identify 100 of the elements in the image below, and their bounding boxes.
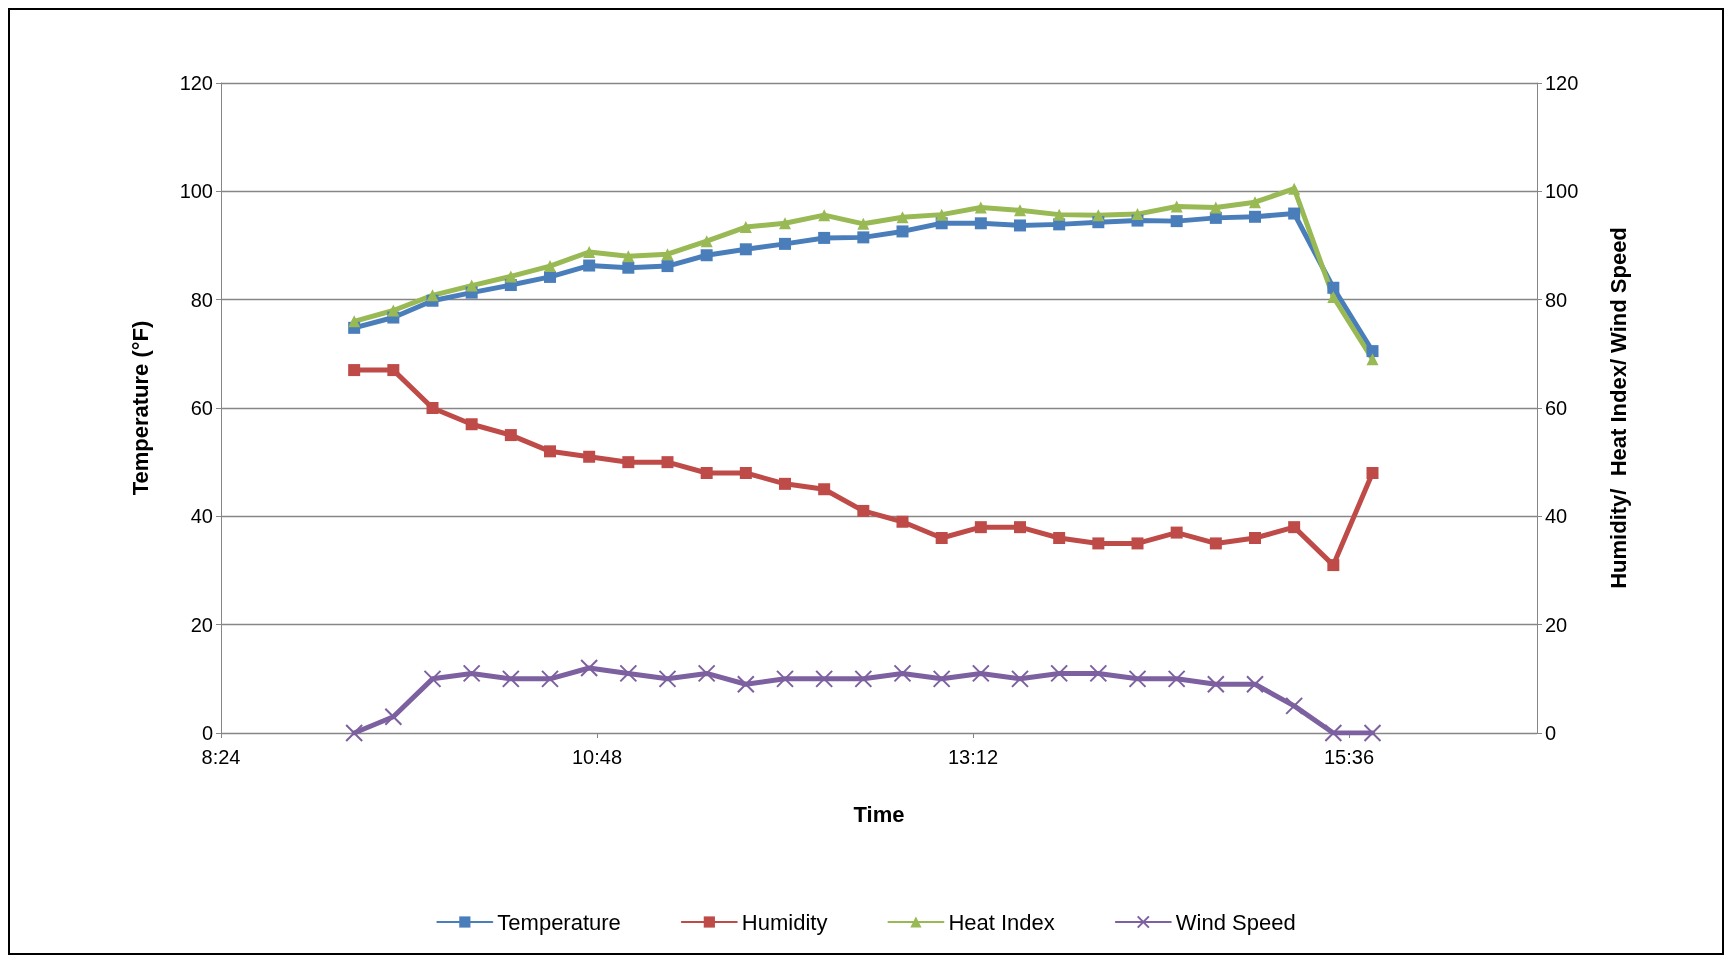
point — [1246, 675, 1264, 694]
point — [348, 315, 361, 328]
point — [1170, 526, 1183, 539]
legend-label: Temperature — [497, 909, 621, 935]
y2-tick-label: 0 — [1545, 722, 1557, 744]
point — [1014, 219, 1026, 232]
point — [1363, 724, 1382, 742]
point — [818, 231, 831, 244]
point — [619, 664, 638, 683]
point — [1288, 207, 1301, 220]
point — [504, 429, 517, 442]
point — [622, 456, 635, 469]
point — [1131, 537, 1144, 550]
point — [779, 477, 791, 490]
point — [426, 402, 439, 414]
point — [818, 483, 831, 496]
point — [1206, 675, 1225, 694]
point — [739, 221, 752, 234]
point — [857, 231, 870, 244]
point — [971, 664, 990, 683]
point — [501, 669, 520, 688]
y-tick-label: 60 — [190, 397, 213, 419]
point — [815, 669, 834, 688]
point — [661, 456, 674, 469]
point — [1053, 208, 1066, 221]
y2-tick-label: 80 — [1545, 288, 1568, 311]
point — [700, 249, 713, 262]
point — [544, 445, 556, 458]
point — [387, 304, 400, 317]
point — [1288, 182, 1301, 195]
point — [1014, 521, 1026, 534]
y-tick-label: 40 — [190, 505, 213, 528]
point — [779, 217, 791, 230]
point — [1014, 204, 1026, 217]
point — [779, 237, 791, 250]
point — [1327, 290, 1340, 303]
x-tick-label: 8:24 — [201, 746, 241, 768]
point — [974, 201, 987, 214]
point — [1170, 200, 1183, 213]
point — [423, 669, 442, 688]
y2-axis-title: Humidity/ Heat Index/ Wind Speed — [1605, 227, 1631, 589]
point — [1131, 208, 1144, 221]
y2-tick-label: 120 — [1545, 72, 1579, 94]
point — [661, 260, 674, 273]
point — [700, 235, 713, 248]
legend-label: Heat Index — [948, 909, 1055, 935]
y-tick-label: 100 — [179, 180, 213, 203]
point — [541, 669, 559, 688]
point — [462, 664, 481, 683]
point — [387, 364, 400, 377]
point — [896, 515, 909, 528]
point — [854, 669, 873, 688]
y-tick-label: 120 — [179, 72, 213, 94]
point — [893, 664, 912, 683]
point — [580, 659, 599, 677]
y-axis-title: Temperature (°F) — [127, 320, 153, 496]
point — [426, 289, 439, 302]
point — [935, 208, 948, 221]
point — [345, 724, 364, 742]
point — [1128, 669, 1147, 688]
point — [896, 211, 909, 224]
legend-label: Humidity — [741, 909, 828, 935]
point — [1011, 669, 1029, 688]
y2-tick-label: 40 — [1545, 505, 1568, 528]
point — [583, 450, 596, 463]
point — [1285, 696, 1304, 715]
point — [935, 532, 948, 544]
y-tick-label: 20 — [190, 613, 213, 636]
x-axis-title: Time — [853, 801, 905, 827]
point — [348, 364, 361, 377]
point — [384, 707, 403, 726]
point — [504, 270, 517, 283]
point — [1249, 210, 1261, 223]
point — [1366, 345, 1379, 358]
point — [1170, 215, 1183, 228]
point — [1366, 467, 1379, 479]
point — [1288, 521, 1301, 534]
point — [1050, 664, 1069, 683]
point — [622, 250, 635, 263]
point — [932, 669, 951, 688]
point — [583, 259, 596, 272]
x-tick-label: 13:12 — [947, 746, 999, 768]
point — [1249, 196, 1261, 209]
y2-tick-label: 100 — [1545, 180, 1579, 203]
x-tick-label: 15:36 — [1323, 746, 1375, 768]
point — [1327, 281, 1340, 294]
y2-tick-label: 20 — [1545, 613, 1568, 636]
point — [739, 243, 752, 256]
point — [1053, 532, 1066, 544]
point — [857, 504, 870, 517]
point — [857, 217, 870, 230]
point — [736, 675, 755, 694]
y-tick-label: 80 — [190, 288, 213, 311]
point — [700, 467, 713, 479]
point — [1209, 201, 1222, 214]
point — [1327, 559, 1340, 572]
point — [697, 664, 716, 683]
legend-label: Wind Speed — [1175, 909, 1296, 935]
point — [544, 270, 556, 283]
point — [1324, 724, 1343, 742]
